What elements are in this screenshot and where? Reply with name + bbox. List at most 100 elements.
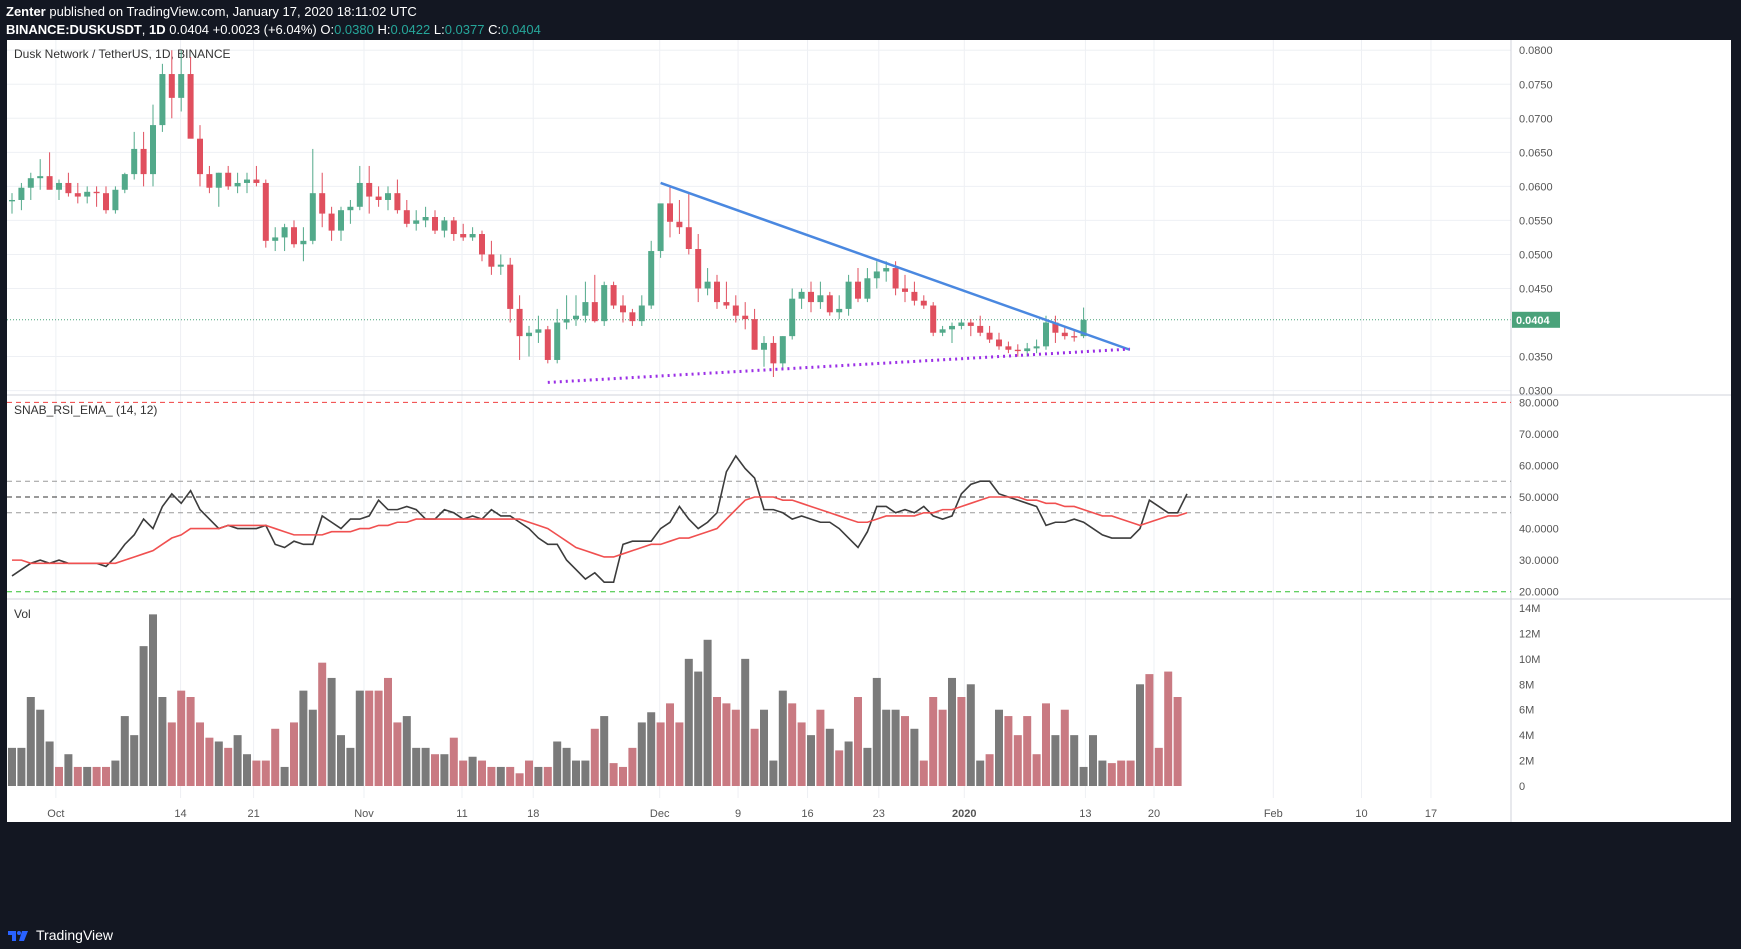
x-tick-label: 20 xyxy=(1148,808,1160,820)
candle-body xyxy=(544,329,551,360)
volume-bar xyxy=(365,690,374,786)
volume-bar xyxy=(149,614,157,786)
candle-body xyxy=(225,172,232,187)
volume-bar xyxy=(111,760,120,786)
volume-bar xyxy=(609,763,618,786)
volume-bar xyxy=(1042,703,1050,786)
support-trendline xyxy=(547,347,1130,384)
candle-body xyxy=(375,196,382,200)
volume-bar xyxy=(1004,716,1013,786)
volume-bar xyxy=(600,716,609,786)
candle-body xyxy=(591,302,598,322)
candle-body xyxy=(488,254,495,267)
candle-body xyxy=(1033,346,1040,349)
volume-bar xyxy=(854,697,862,786)
x-tick-label: Dec xyxy=(650,808,670,820)
candle-body xyxy=(338,210,344,231)
volume-bar xyxy=(731,709,740,786)
tradingview-brand[interactable]: TradingView xyxy=(8,927,113,943)
volume-bar xyxy=(412,747,421,786)
volume-bar xyxy=(1164,671,1173,786)
candle-body xyxy=(93,191,100,194)
candle-body xyxy=(413,220,420,224)
candle-body xyxy=(121,174,128,190)
volume-bar xyxy=(835,750,844,786)
volume-bar xyxy=(1126,760,1135,786)
volume-bar xyxy=(647,712,656,786)
volume-bar xyxy=(807,735,815,786)
resistance-trendline xyxy=(660,181,1131,351)
volume-bar xyxy=(628,747,637,786)
candle-body xyxy=(695,248,702,289)
tradingview-logo-icon xyxy=(8,931,28,941)
volume-bar xyxy=(619,766,627,786)
rsi-tick-label: 80.0000 xyxy=(1519,397,1559,409)
candle-body xyxy=(845,281,852,309)
candle-body xyxy=(244,179,250,183)
candle-body xyxy=(168,74,175,98)
volume-bar xyxy=(797,722,806,786)
volume-bar xyxy=(384,677,392,786)
volume-bar xyxy=(769,760,778,786)
volume-bar xyxy=(130,735,139,786)
volume-bar xyxy=(741,658,750,786)
volume-bar xyxy=(290,722,298,786)
symbol: BINANCE:DUSKUSDT xyxy=(6,22,142,37)
candle-body xyxy=(967,322,974,326)
volume-bar xyxy=(562,747,571,786)
candle-body xyxy=(403,210,410,224)
volume-bar xyxy=(102,766,110,786)
candle-body xyxy=(864,278,871,299)
x-tick-label: 23 xyxy=(873,808,885,820)
volume-bar xyxy=(186,697,195,786)
volume-bar xyxy=(496,766,505,786)
candle-body xyxy=(281,227,288,238)
volume-bar xyxy=(1013,735,1022,786)
volume-bar xyxy=(901,716,909,786)
candle-body xyxy=(902,288,908,292)
change-value: +0.0023 (+6.04%) xyxy=(212,22,317,37)
low-label: L: xyxy=(433,22,445,37)
candle-body xyxy=(930,305,937,333)
volume-bar xyxy=(910,728,919,786)
publisher-name[interactable]: Zenter xyxy=(6,4,46,19)
candle-body xyxy=(911,291,918,301)
candle-body xyxy=(291,227,297,245)
volume-bar xyxy=(713,697,721,786)
volume-bar xyxy=(177,690,186,786)
candle-body xyxy=(441,220,448,231)
x-tick-label: 17 xyxy=(1425,808,1437,820)
volume-bar xyxy=(374,690,383,786)
candle-body xyxy=(949,325,955,330)
candle-body xyxy=(27,178,34,188)
volume-bar xyxy=(694,671,703,786)
rsi-tick-label: 30.0000 xyxy=(1519,555,1559,567)
x-tick-label: 10 xyxy=(1355,808,1367,820)
candle-body xyxy=(629,312,636,322)
candle-body xyxy=(140,148,147,175)
volume-bar xyxy=(271,728,280,786)
volume-tick-label: 12M xyxy=(1519,628,1540,640)
price-tick-label: 0.0550 xyxy=(1519,215,1553,227)
volume-bar xyxy=(1032,754,1041,786)
volume-bar xyxy=(233,735,242,786)
volume-bar xyxy=(214,741,223,786)
volume-bar xyxy=(976,760,985,786)
candle-body xyxy=(526,332,532,337)
candle-body xyxy=(789,298,796,337)
x-tick-label: 16 xyxy=(801,808,813,820)
volume-bar xyxy=(393,722,402,786)
volume-bar xyxy=(280,766,289,786)
volume-bar xyxy=(299,690,308,786)
x-tick-label: 13 xyxy=(1079,808,1091,820)
price-tick-label: 0.0600 xyxy=(1519,181,1553,193)
candle-body xyxy=(9,199,15,202)
volume-bar xyxy=(1051,735,1060,786)
candle-body xyxy=(761,342,767,350)
last-value: 0.0404 xyxy=(169,22,210,37)
candle-body xyxy=(516,308,523,337)
candle-body xyxy=(610,285,617,306)
candle-body xyxy=(873,271,880,279)
candle-body xyxy=(798,291,805,299)
